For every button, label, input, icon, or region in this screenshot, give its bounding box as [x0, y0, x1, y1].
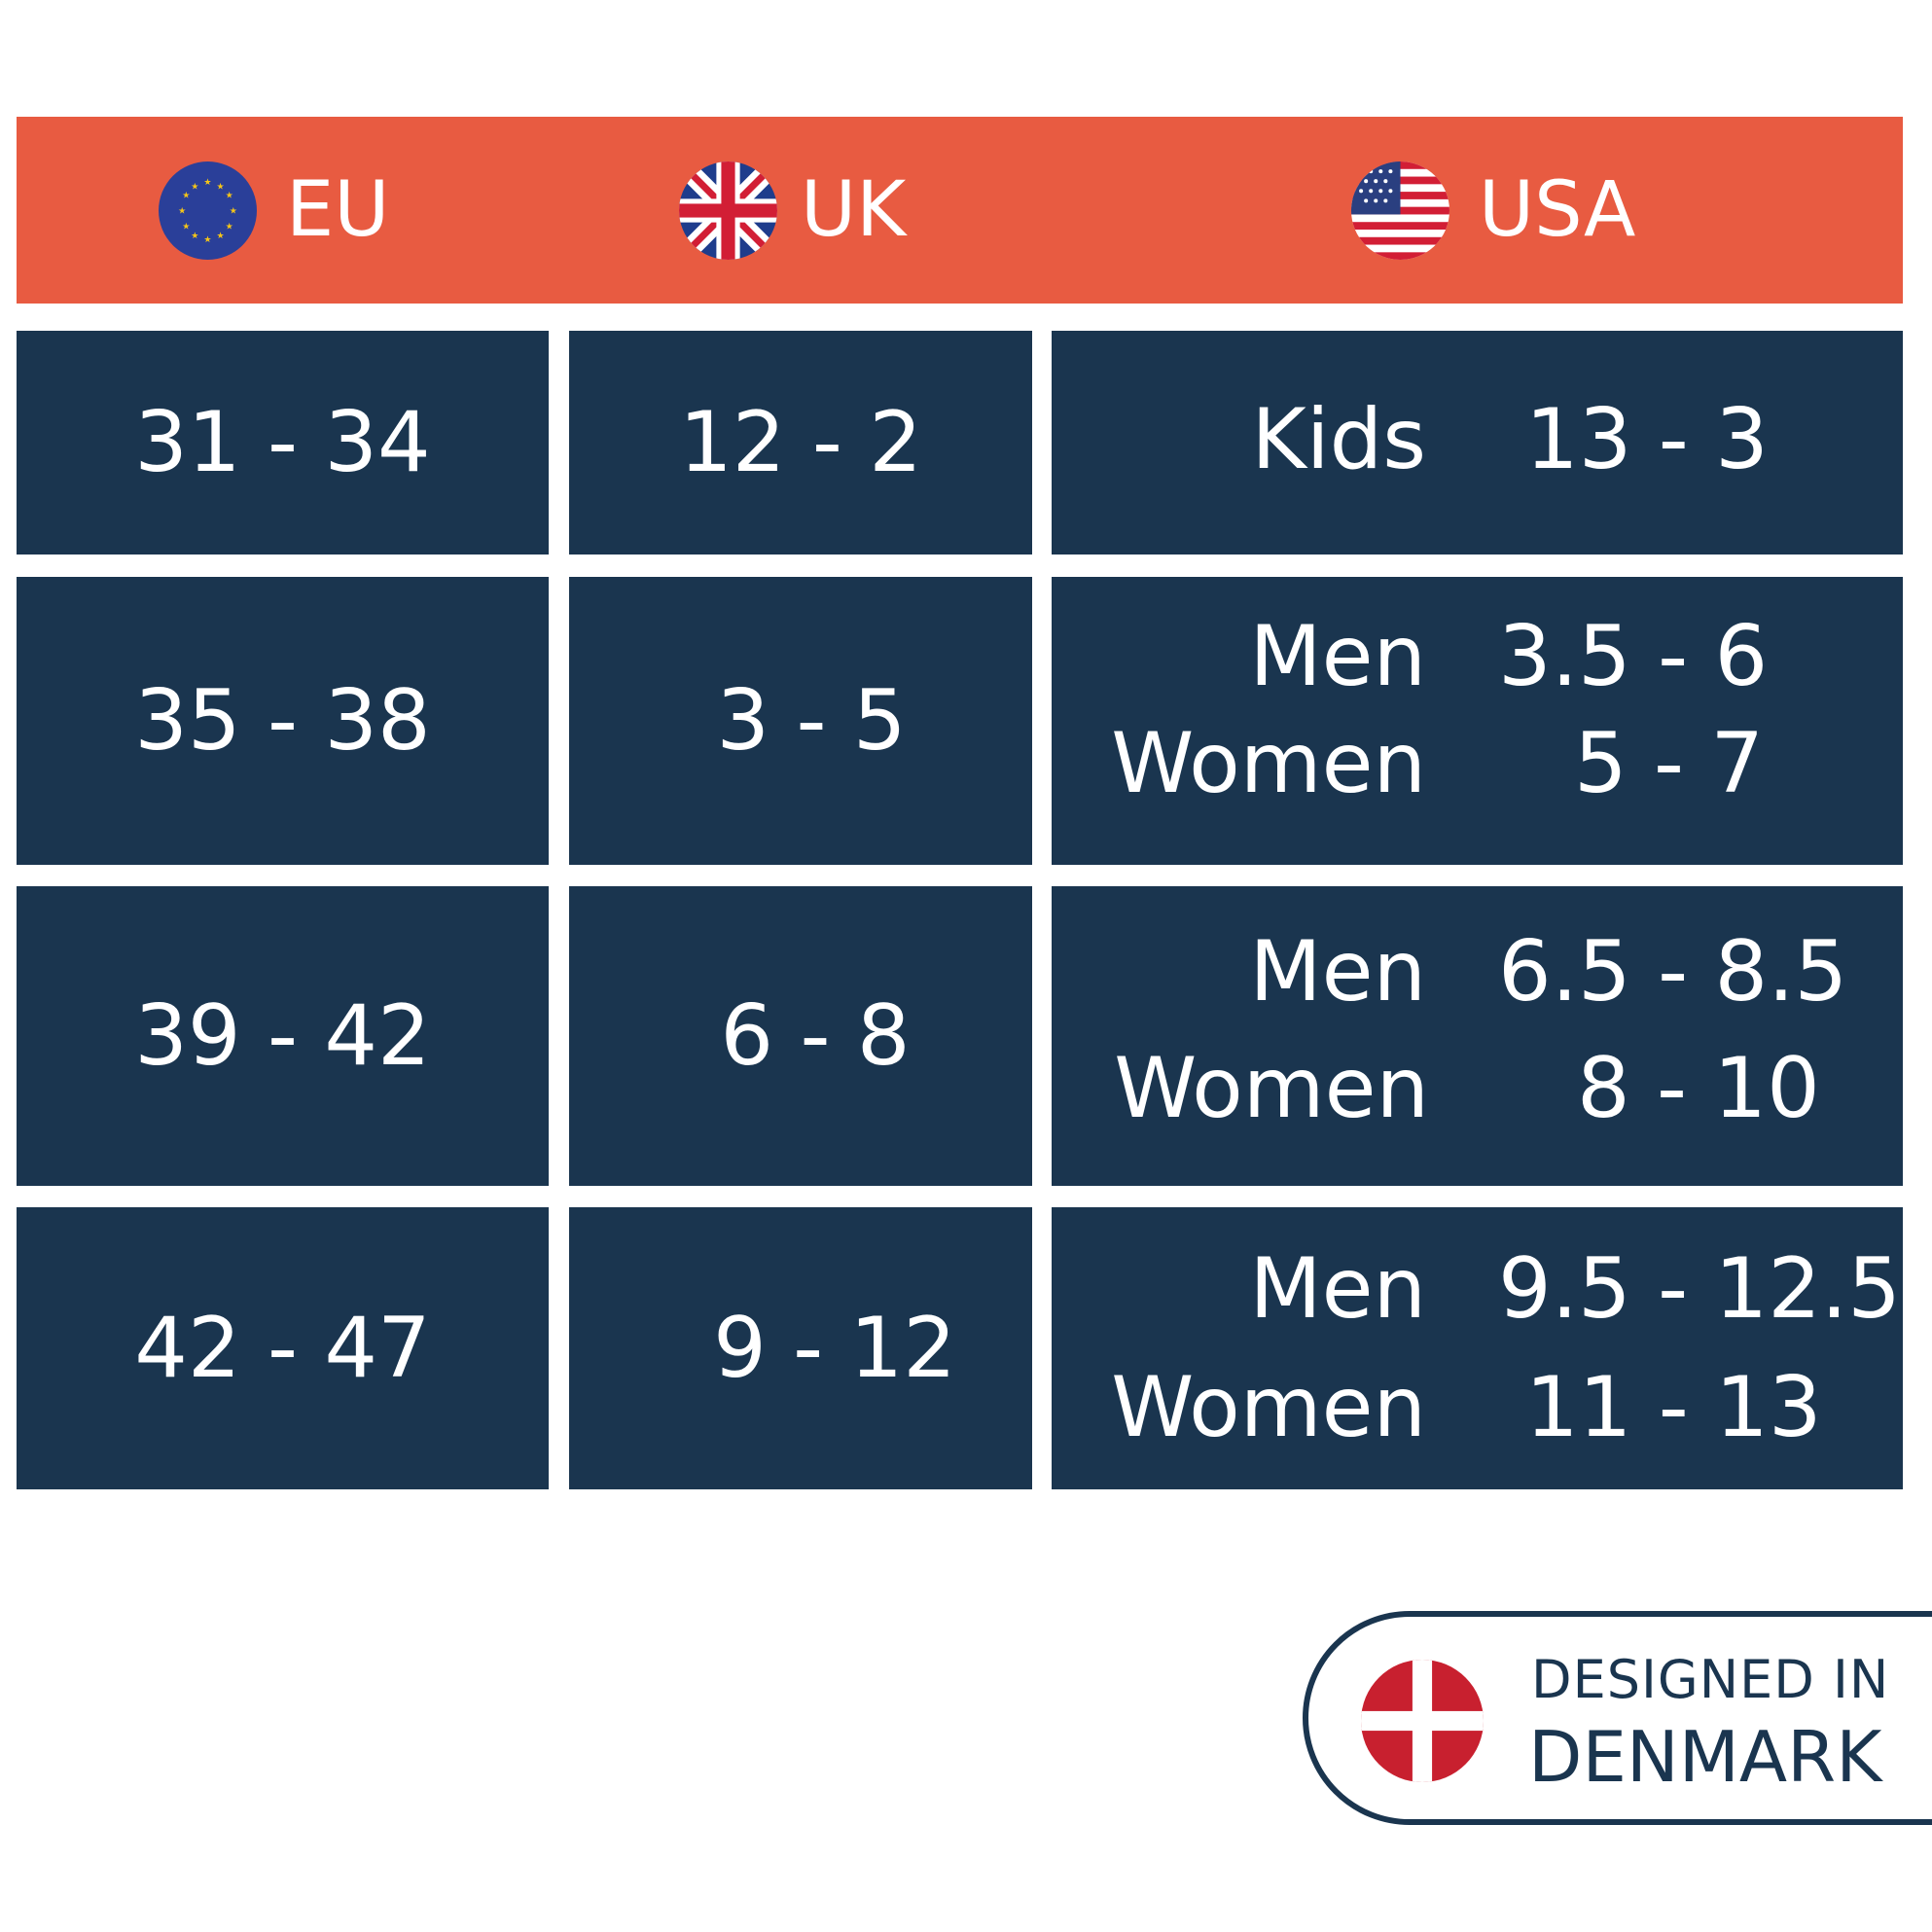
eu-size: 31 - 34	[134, 394, 431, 491]
usa-line: Women 5 - 7	[1052, 715, 1903, 812]
usa-size: 5 - 7	[1574, 715, 1765, 812]
header-eu: ★ ★ ★ ★ ★ ★ ★ ★ ★ ★ ★ ★ EU	[159, 117, 389, 304]
cell-usa-row4: Men 9.5 - 12.5 Women 11 - 13	[1052, 1207, 1903, 1489]
cell-uk-row1: 12 - 2	[569, 331, 1032, 555]
usa-line: Men 3.5 - 6	[1052, 608, 1903, 705]
cell-uk-row2: 3 - 5	[569, 577, 1032, 865]
svg-text:★: ★	[203, 178, 211, 188]
usa-size: 3.5 - 6	[1498, 608, 1769, 705]
eu-flag-icon: ★ ★ ★ ★ ★ ★ ★ ★ ★ ★ ★ ★	[159, 161, 257, 260]
usa-gender: Women	[1111, 715, 1426, 812]
uk-size: 9 - 12	[713, 1300, 956, 1397]
usa-line: Women 8 - 10	[1052, 1040, 1903, 1137]
eu-size: 39 - 42	[134, 987, 431, 1085]
svg-text:★: ★	[182, 222, 190, 232]
header-bar: ★ ★ ★ ★ ★ ★ ★ ★ ★ ★ ★ ★ EU	[17, 117, 1903, 304]
cell-uk-row3: 6 - 8	[569, 886, 1032, 1186]
usa-size: 9.5 - 12.5	[1498, 1240, 1901, 1338]
cell-uk-row4: 9 - 12	[569, 1207, 1032, 1489]
usa-size: 6.5 - 8.5	[1498, 923, 1848, 1020]
svg-text:★: ★	[178, 206, 186, 216]
header-label-usa: USA	[1479, 166, 1636, 254]
usa-gender: Women	[1111, 1359, 1426, 1456]
eu-size: 42 - 47	[134, 1300, 431, 1397]
svg-text:★: ★	[226, 222, 233, 232]
usa-line: Kids 13 - 3	[1052, 391, 1903, 488]
header-label-uk: UK	[801, 166, 907, 254]
svg-text:★: ★	[230, 206, 237, 216]
usa-flag-icon	[1351, 161, 1449, 260]
header-label-eu: EU	[286, 166, 390, 254]
usa-size: 8 - 10	[1577, 1040, 1820, 1137]
cell-usa-row3: Men 6.5 - 8.5 Women 8 - 10	[1052, 886, 1903, 1186]
usa-gender: Men	[1249, 923, 1426, 1020]
svg-text:★: ★	[182, 191, 190, 200]
uk-flag-icon	[679, 161, 777, 260]
cell-usa-row1: Kids 13 - 3	[1052, 331, 1903, 555]
usa-gender: Men	[1249, 1240, 1426, 1338]
denmark-flag-icon	[1361, 1660, 1484, 1782]
usa-line: Women 11 - 13	[1052, 1359, 1903, 1456]
uk-size: 6 - 8	[720, 987, 911, 1085]
usa-line: Men 6.5 - 8.5	[1052, 923, 1903, 1020]
svg-text:★: ★	[191, 231, 198, 240]
svg-text:★: ★	[191, 182, 198, 192]
cell-eu-row4: 42 - 47	[17, 1207, 549, 1489]
usa-gender: Kids	[1251, 391, 1426, 488]
header-uk: UK	[679, 117, 906, 304]
svg-text:★: ★	[217, 231, 225, 240]
badge-line1: DESIGNED IN	[1531, 1649, 1890, 1710]
usa-line: Men 9.5 - 12.5	[1052, 1240, 1903, 1338]
svg-text:★: ★	[217, 182, 225, 192]
usa-size: 11 - 13	[1525, 1359, 1822, 1456]
cell-eu-row2: 35 - 38	[17, 577, 549, 865]
designed-in-denmark-badge: DESIGNED IN DENMARK	[1303, 1611, 1932, 1825]
uk-size: 12 - 2	[679, 394, 922, 491]
uk-size: 3 - 5	[716, 672, 907, 769]
badge-line2: DENMARK	[1528, 1716, 1882, 1798]
header-usa: USA	[1351, 117, 1635, 304]
cell-usa-row2: Men 3.5 - 6 Women 5 - 7	[1052, 577, 1903, 865]
usa-size: 13 - 3	[1525, 391, 1769, 488]
cell-eu-row1: 31 - 34	[17, 331, 549, 555]
cell-eu-row3: 39 - 42	[17, 886, 549, 1186]
eu-size: 35 - 38	[134, 672, 431, 769]
svg-text:★: ★	[226, 191, 233, 200]
svg-text:★: ★	[203, 234, 211, 244]
usa-gender: Women	[1114, 1040, 1429, 1137]
usa-gender: Men	[1249, 608, 1426, 705]
